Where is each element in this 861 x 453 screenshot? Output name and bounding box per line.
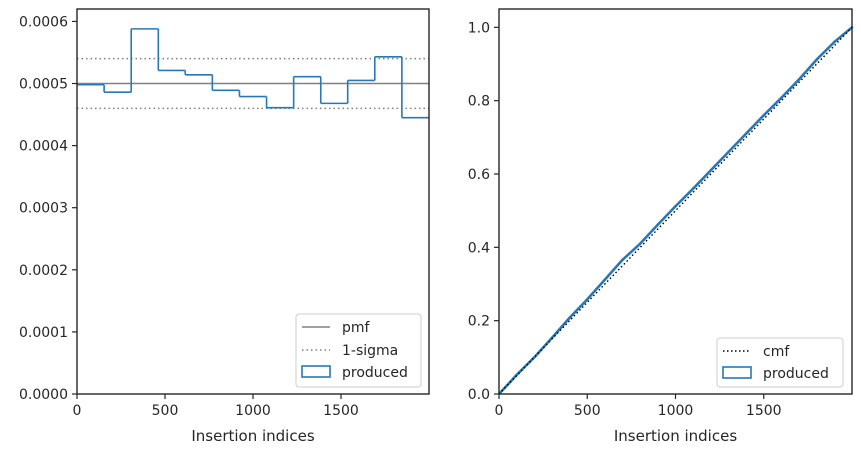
legend-produced-label: produced xyxy=(763,366,829,382)
produced-curve-segment xyxy=(797,58,819,81)
x-tick-label: 1500 xyxy=(746,403,782,419)
legend: cmf produced xyxy=(716,337,844,388)
legend-produced-swatch xyxy=(722,366,752,379)
y-tick-label: 0.8 xyxy=(468,94,490,110)
y-tick-label: 0.2 xyxy=(468,314,490,330)
produced-curve-segment xyxy=(638,223,660,245)
produced-curve-segment xyxy=(691,169,713,190)
produced-curve-segment xyxy=(515,356,536,377)
legend-cmf-label: cmf xyxy=(763,344,790,360)
x-tick-label: 0 xyxy=(73,403,82,419)
x-tick-label: 500 xyxy=(152,403,179,419)
produced-curve-segment xyxy=(780,78,801,100)
x-tick-label: 1500 xyxy=(323,403,359,419)
axes-frame xyxy=(498,8,853,395)
produced-curve-segment xyxy=(603,258,624,281)
histogram-panel: 0 500 1000 1500 0.0000 0.0001 0.0002 0.0003 0.00… xyxy=(19,8,430,445)
y-tick-label: 0.0002 xyxy=(19,263,68,279)
produced-curve-segment xyxy=(550,316,571,340)
produced-curve-segment xyxy=(727,132,748,154)
produced-curve-segment xyxy=(585,278,607,301)
produced-curve-segment xyxy=(744,114,766,135)
y-tick-label: 0.0001 xyxy=(19,325,68,341)
legend-frame xyxy=(295,313,422,388)
produced-curve-segment xyxy=(621,242,642,262)
y-tick-label: 0.0005 xyxy=(19,77,68,93)
legend: pmf 1-sigma produced xyxy=(295,313,422,388)
produced-curve-segment xyxy=(674,187,695,208)
x-tick-label: 1000 xyxy=(235,403,271,419)
produced-curve-segment xyxy=(568,298,589,320)
x-tick-label: 500 xyxy=(574,403,601,419)
y-tick-label: 0.0004 xyxy=(19,139,68,155)
x-axis-label: Insertion indices xyxy=(191,427,314,445)
produced-curve-segment xyxy=(709,150,730,172)
cmf-line xyxy=(498,26,853,395)
y-tick-label: 1.0 xyxy=(468,20,490,36)
legend-produced-swatch xyxy=(301,365,331,378)
y-tick-label: 0.0003 xyxy=(19,201,68,217)
produced-curve-segment xyxy=(815,40,836,61)
produced-curve-segment xyxy=(762,96,783,117)
produced-curve-segment xyxy=(833,26,854,44)
x-tick-label: 0 xyxy=(495,403,504,419)
y-tick-label: 0.0006 xyxy=(19,14,68,30)
x-tick-label: 1000 xyxy=(658,403,694,419)
legend-frame xyxy=(716,337,844,388)
x-axis-label: Insertion indices xyxy=(614,427,737,445)
produced-curve-segment xyxy=(656,204,677,226)
y-tick-label: 0.4 xyxy=(468,240,490,256)
y-tick-label: 0.6 xyxy=(468,167,490,183)
legend-produced-label: produced xyxy=(342,365,408,381)
axes-frame xyxy=(76,8,430,395)
y-tick-label: 0.0000 xyxy=(19,387,68,403)
cmf-panel: 0 500 1000 1500 0.0 0.2 0.4 0.6 0.8 1.0 Insertion … xyxy=(468,8,854,445)
legend-sigma-label: 1-sigma xyxy=(342,343,398,359)
y-tick-label: 0.0 xyxy=(468,387,490,403)
legend-pmf-label: pmf xyxy=(342,320,371,336)
